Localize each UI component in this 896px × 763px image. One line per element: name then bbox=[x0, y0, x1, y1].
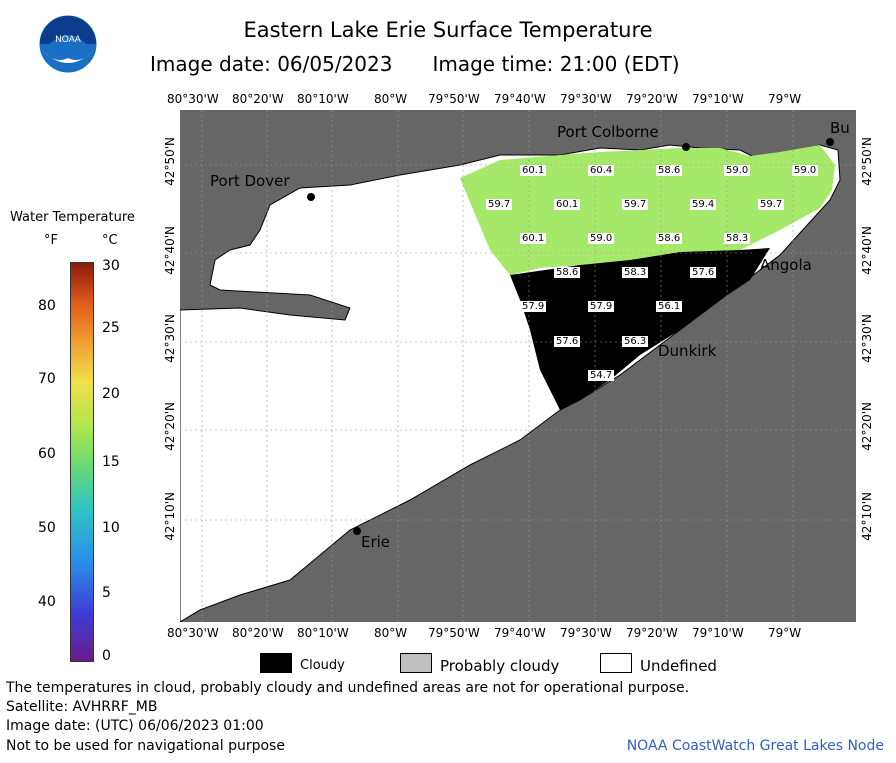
scale-title: Water Temperature bbox=[10, 210, 135, 225]
c-tick: 5 bbox=[102, 585, 111, 601]
lon-label-top: 80°30'W bbox=[167, 92, 219, 106]
svg-text:NOAA: NOAA bbox=[55, 34, 81, 44]
f-tick: 60 bbox=[38, 446, 56, 462]
image-date-time: Image date: 06/05/2023 Image time: 21:00 … bbox=[150, 52, 720, 76]
city-marker bbox=[353, 527, 361, 535]
lon-label-top: 80°W bbox=[374, 92, 408, 106]
unit-fahrenheit: °F bbox=[44, 233, 58, 248]
c-tick: 30 bbox=[102, 258, 120, 274]
f-tick: 50 bbox=[38, 520, 56, 536]
note-utc-date: Image date: (UTC) 06/06/2023 01:00 bbox=[6, 718, 264, 734]
f-tick: 70 bbox=[38, 371, 56, 387]
c-tick: 10 bbox=[102, 520, 120, 536]
lat-label-right: 42°10'N bbox=[860, 492, 874, 541]
lon-label-top: 79°40'W bbox=[494, 92, 546, 106]
lat-label-right: 42°50'N bbox=[860, 137, 874, 186]
lon-label-top: 79°10'W bbox=[692, 92, 744, 106]
lon-label-bottom: 80°10'W bbox=[297, 626, 349, 640]
legend-label-undefined: Undefined bbox=[640, 657, 717, 675]
lon-label-top: 79°20'W bbox=[626, 92, 678, 106]
page-title: Eastern Lake Erie Surface Temperature bbox=[243, 18, 653, 42]
temp-label: 59.0 bbox=[588, 233, 615, 244]
note-navigation: Not to be used for navigational purpose bbox=[6, 738, 285, 754]
map-grid bbox=[180, 110, 856, 622]
f-tick: 80 bbox=[38, 298, 56, 314]
temp-label: 58.6 bbox=[554, 267, 581, 278]
credit-line: NOAA CoastWatch Great Lakes Node bbox=[626, 738, 884, 754]
lon-label-bottom: 80°30'W bbox=[167, 626, 219, 640]
legend-swatch-undefined bbox=[600, 653, 632, 673]
temp-label: 54.7 bbox=[588, 370, 615, 381]
city-marker bbox=[682, 143, 690, 151]
lat-label-left: 42°20'N bbox=[163, 402, 177, 451]
city-label-port-dover: Port Dover bbox=[210, 172, 290, 190]
temp-label: 59.0 bbox=[724, 165, 751, 176]
lon-label-top: 80°10'W bbox=[297, 92, 349, 106]
temp-label: 58.3 bbox=[622, 267, 649, 278]
note-disclaimer: The temperatures in cloud, probably clou… bbox=[6, 680, 690, 696]
temp-label: 59.0 bbox=[792, 165, 819, 176]
temp-label: 56.1 bbox=[656, 301, 683, 312]
lat-label-right: 42°40'N bbox=[860, 226, 874, 275]
lon-label-bottom: 79°10'W bbox=[692, 626, 744, 640]
lon-label-bottom: 80°W bbox=[374, 626, 408, 640]
temp-label: 56.3 bbox=[622, 336, 649, 347]
temp-label: 57.9 bbox=[588, 301, 615, 312]
legend-label-cloudy: Cloudy bbox=[300, 658, 345, 673]
temp-label: 60.1 bbox=[520, 165, 547, 176]
unit-celsius: °C bbox=[102, 233, 118, 248]
temp-label: 59.7 bbox=[758, 199, 785, 210]
note-satellite: Satellite: AVHRRF_MB bbox=[6, 699, 158, 715]
temp-label: 59.7 bbox=[622, 199, 649, 210]
city-label-buffalo: Bu bbox=[830, 119, 850, 137]
image-time: Image time: 21:00 (EDT) bbox=[432, 52, 680, 76]
legend-swatch-cloudy bbox=[260, 653, 292, 673]
temp-label: 57.6 bbox=[554, 336, 581, 347]
lat-label-left: 42°30'N bbox=[163, 314, 177, 363]
temp-label: 58.6 bbox=[656, 165, 683, 176]
lon-label-bottom: 80°20'W bbox=[232, 626, 284, 640]
temp-label: 60.4 bbox=[588, 165, 615, 176]
city-label-dunkirk: Dunkirk bbox=[658, 342, 717, 360]
lon-label-bottom: 79°W bbox=[768, 626, 802, 640]
temp-label: 58.6 bbox=[656, 233, 683, 244]
lat-label-right: 42°30'N bbox=[860, 314, 874, 363]
temp-label: 59.4 bbox=[690, 199, 717, 210]
lon-label-bottom: 79°50'W bbox=[428, 626, 480, 640]
lat-label-right: 42°20'N bbox=[860, 402, 874, 451]
c-tick: 0 bbox=[102, 648, 111, 664]
cloud-area bbox=[510, 248, 770, 410]
city-label-erie: Erie bbox=[361, 533, 391, 551]
noaa-logo: NOAA bbox=[38, 14, 98, 74]
c-tick: 15 bbox=[102, 454, 120, 470]
lon-label-top: 79°50'W bbox=[428, 92, 480, 106]
image-date: Image date: 06/05/2023 bbox=[150, 52, 393, 76]
temp-label: 59.7 bbox=[486, 199, 513, 210]
temp-label: 60.1 bbox=[520, 233, 547, 244]
lon-label-top: 80°20'W bbox=[232, 92, 284, 106]
temperature-color-bar bbox=[70, 262, 94, 662]
city-marker bbox=[754, 249, 762, 257]
lat-label-left: 42°40'N bbox=[163, 226, 177, 275]
temp-label: 58.3 bbox=[724, 233, 751, 244]
c-tick: 25 bbox=[102, 320, 120, 336]
lon-label-bottom: 79°30'W bbox=[560, 626, 612, 640]
c-tick: 20 bbox=[102, 386, 120, 402]
temp-label: 57.9 bbox=[520, 301, 547, 312]
city-marker bbox=[307, 193, 315, 201]
lon-label-top: 79°W bbox=[768, 92, 802, 106]
lat-label-left: 42°50'N bbox=[163, 137, 177, 186]
temp-label: 57.6 bbox=[690, 267, 717, 278]
lon-label-bottom: 79°20'W bbox=[626, 626, 678, 640]
lon-label-bottom: 79°40'W bbox=[494, 626, 546, 640]
f-tick: 40 bbox=[38, 594, 56, 610]
legend-swatch-probably-cloudy bbox=[400, 653, 432, 673]
temp-label: 60.1 bbox=[554, 199, 581, 210]
legend-label-probably-cloudy: Probably cloudy bbox=[440, 657, 560, 675]
city-label-port-colborne: Port Colborne bbox=[557, 123, 659, 141]
lat-label-left: 42°10'N bbox=[163, 492, 177, 541]
lon-label-top: 79°30'W bbox=[560, 92, 612, 106]
city-label-angola: Angola bbox=[760, 256, 812, 274]
city-marker bbox=[826, 138, 834, 146]
